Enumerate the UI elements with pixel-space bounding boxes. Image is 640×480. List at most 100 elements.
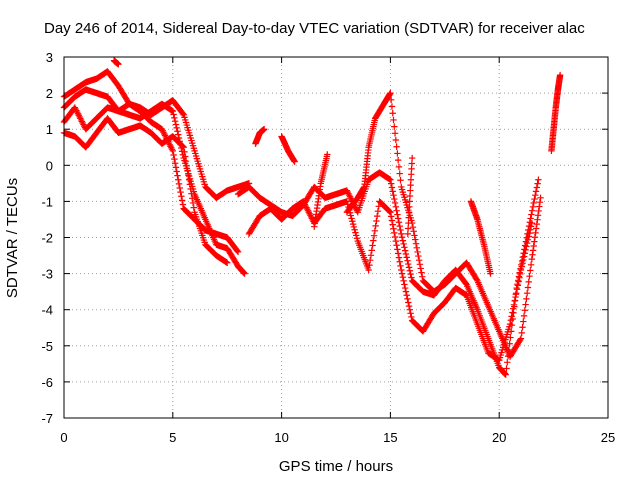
data-point [172,164,180,171]
data-point [408,165,415,173]
data-point [401,247,409,254]
data-point [509,309,516,316]
data-point [530,242,537,250]
data-point [404,225,412,232]
data-point [404,230,412,238]
data-point [390,192,397,199]
data-point [178,193,185,200]
series-track-11 [404,154,416,238]
data-point [392,237,400,245]
y-tick-label: -6 [41,375,53,390]
data-point [524,236,532,244]
data-point [525,233,532,240]
data-point [537,194,544,201]
y-tick-label: 3 [46,50,53,65]
data-point [349,220,357,228]
y-tick-label: -7 [41,411,53,426]
data-point [401,281,408,288]
data-point [516,336,524,344]
series-track-10 [311,151,331,230]
data-point [188,190,195,197]
data-point [528,219,536,227]
data-point [373,217,380,225]
data-point [403,292,410,299]
data-point [369,242,376,249]
data-point [523,295,530,303]
data-point [532,229,539,237]
data-point [395,254,403,261]
data-point [528,207,536,214]
data-point [179,143,187,150]
series-track-12 [548,71,564,155]
data-point [351,226,358,233]
data-point [406,306,414,313]
data-point [115,61,122,68]
data-point [179,110,187,117]
data-point [516,274,523,281]
data-point [392,203,400,211]
data-point [387,209,394,216]
data-point [393,207,400,214]
x-tick-label: 0 [60,430,67,445]
x-tick-label: 25 [601,430,615,445]
data-point [519,324,526,331]
data-point [531,238,538,245]
data-point [387,89,394,97]
series-track-4 [60,115,231,266]
data-point [528,211,535,218]
data-point [409,223,417,231]
data-point [402,250,410,258]
data-point [405,214,412,221]
data-point [513,286,521,293]
data-point [416,261,424,268]
data-point [224,259,231,266]
data-point [399,274,407,281]
data-point [398,266,405,274]
data-point [407,270,414,278]
x-tick-label: 15 [383,430,397,445]
data-point [524,284,532,291]
data-point [397,226,404,234]
data-point [520,312,528,320]
data-point [405,299,412,306]
data-point [189,199,197,207]
data-point [534,216,541,223]
data-point [366,261,373,269]
data-point [403,254,410,261]
data-point [177,188,184,196]
data-point [405,264,413,271]
data-point [407,310,414,317]
data-point [394,150,401,157]
data-point [353,235,361,242]
data-point [511,297,518,305]
data-point [373,212,381,220]
data-point [186,181,194,188]
data-point [512,293,519,301]
data-point [184,167,191,174]
data-point [388,184,396,191]
data-point [514,282,522,289]
data-point [182,153,189,160]
data-point [487,270,494,277]
data-point [387,213,395,220]
data-points [60,57,564,378]
data-point [404,257,411,264]
data-point [523,243,530,250]
data-point [386,208,393,215]
y-tick-label: 0 [46,158,53,173]
data-point [175,176,182,183]
data-point [415,256,423,264]
data-point [400,277,407,285]
data-point [173,124,180,132]
data-point [396,222,403,230]
data-point [519,260,526,267]
data-point [396,170,403,177]
data-point [408,313,415,321]
series-track-3 [60,97,253,201]
data-point [400,240,407,248]
y-tick-label: 2 [46,86,53,101]
data-point [530,199,537,207]
data-point [349,218,356,225]
data-point [412,240,420,247]
